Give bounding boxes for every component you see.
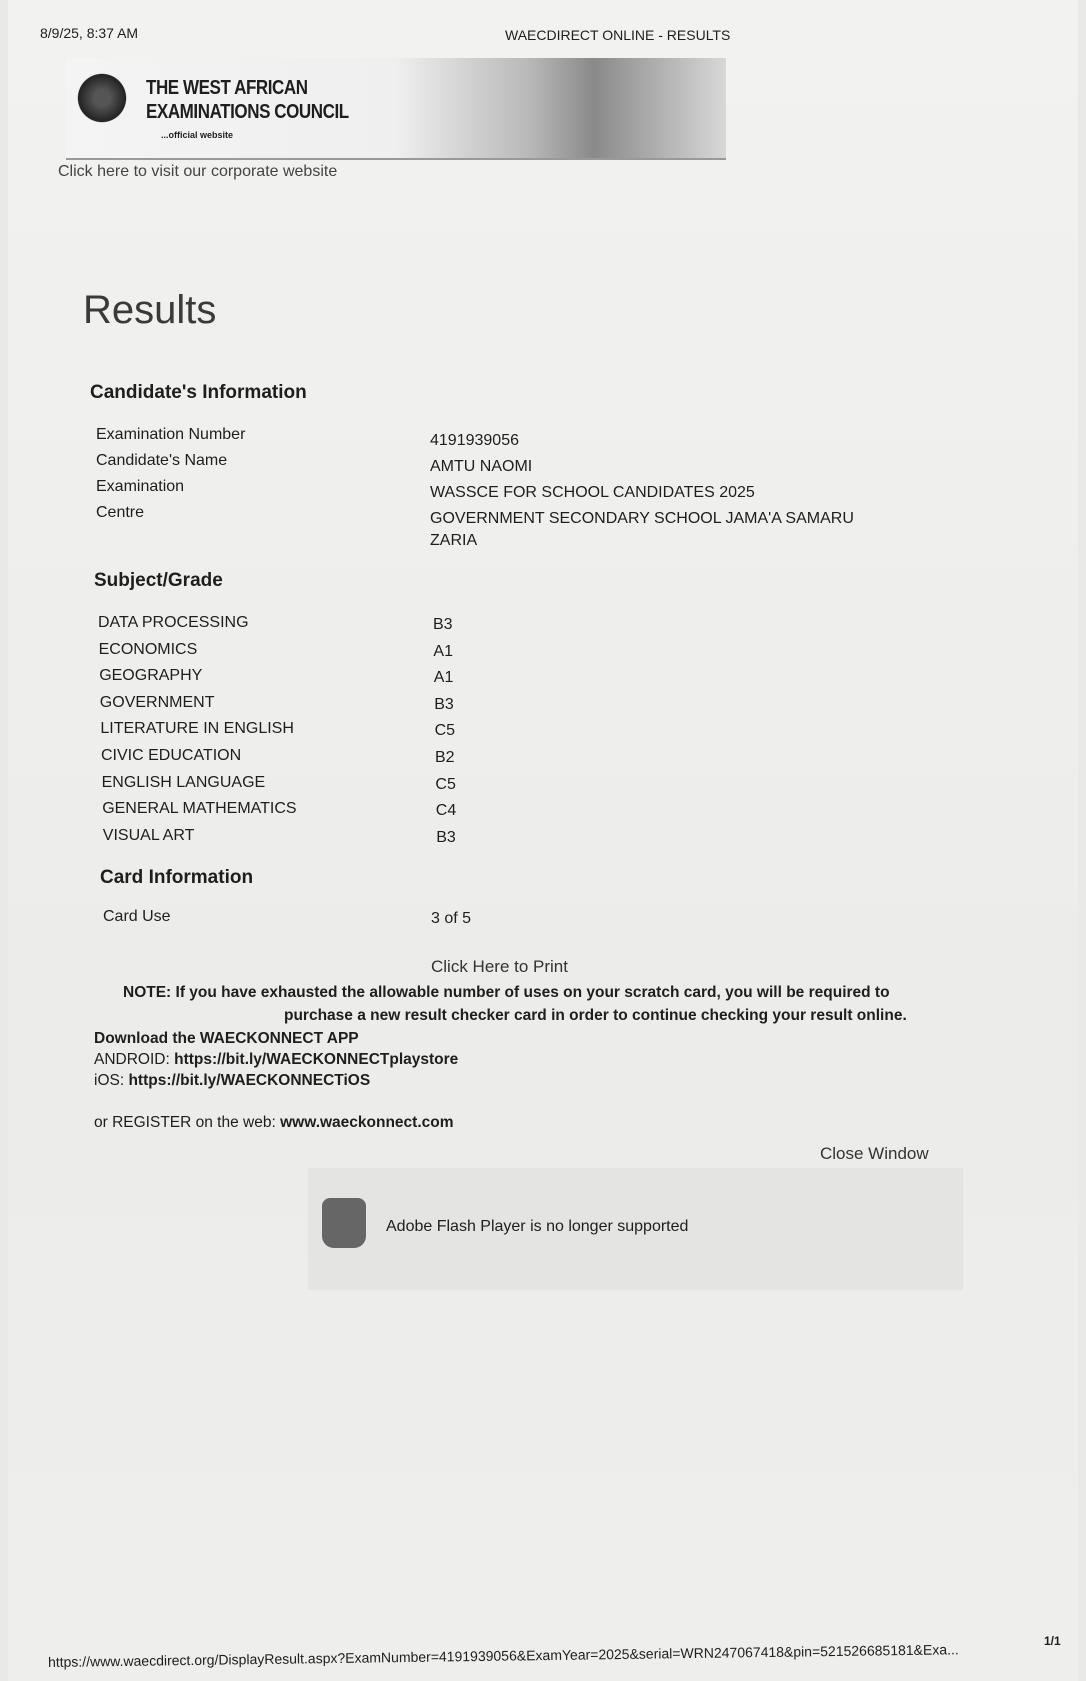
candidate-value: WASSCE FOR SCHOOL CANDIDATES 2025	[430, 484, 755, 501]
waec-seal-icon	[74, 70, 130, 126]
register-line: or REGISTER on the web: www.waeckonnect.…	[94, 1114, 454, 1132]
waec-banner[interactable]: THE WEST AFRICAN EXAMINATIONS COUNCIL ..…	[66, 58, 726, 160]
android-label: ANDROID:	[94, 1051, 170, 1068]
subject-name: GEOGRAPHY	[99, 667, 203, 685]
subject-grade: A1	[433, 642, 453, 660]
candidate-heading: Candidate's Information	[90, 382, 307, 403]
subject-grade: C5	[435, 775, 456, 793]
print-link[interactable]: Click Here to Print	[431, 957, 568, 976]
ios-link[interactable]: https://bit.ly/WAECKONNECTiOS	[128, 1072, 371, 1089]
subject-grade: B3	[436, 828, 456, 846]
subject-name: VISUAL ART	[102, 826, 195, 844]
android-line: ANDROID: https://bit.ly/WAECKONNECTplays…	[94, 1051, 458, 1069]
subject-grade: B3	[433, 616, 453, 633]
subject-grade: C5	[434, 722, 456, 740]
subject-name: ENGLISH LANGUAGE	[101, 773, 266, 791]
org-line2: EXAMINATIONS COUNCIL	[146, 101, 349, 123]
subject-grade: A1	[433, 669, 454, 687]
page-title: Results	[83, 288, 217, 332]
candidate-label: Examination	[96, 478, 185, 495]
candidate-label: Candidate's Name	[96, 452, 228, 469]
print-url: https://www.waecdirect.org/DisplayResult…	[47, 1641, 959, 1670]
subject-name: DATA PROCESSING	[98, 614, 249, 631]
card-use-label: Card Use	[103, 908, 171, 925]
card-heading: Card Information	[100, 867, 254, 888]
page-number: 1/1	[1044, 1634, 1061, 1648]
android-link[interactable]: https://bit.ly/WAECKONNECTplaystore	[174, 1051, 459, 1068]
note-line1: NOTE: If you have exhausted the allowabl…	[123, 984, 890, 1002]
subject-grade: C4	[435, 802, 457, 820]
ios-line: iOS: https://bit.ly/WAECKONNECTiOS	[94, 1072, 370, 1090]
tagline: ...official website	[161, 130, 234, 140]
flash-message: Adobe Flash Player is no longer supporte…	[386, 1218, 689, 1235]
org-line1: THE WEST AFRICAN	[146, 77, 308, 99]
candidate-label: Examination Number	[96, 426, 246, 443]
subject-heading: Subject/Grade	[94, 570, 223, 591]
note-text: If you have exhausted the allowable numb…	[175, 984, 890, 1001]
corporate-website-link[interactable]: Click here to visit our corporate websit…	[58, 163, 338, 180]
ios-label: iOS:	[94, 1072, 125, 1089]
print-page-title: WAECDIRECT ONLINE - RESULTS	[505, 27, 731, 43]
note-line2: purchase a new result checker card in or…	[284, 1007, 907, 1024]
candidate-value: GOVERNMENT SECONDARY SCHOOL JAMA'A SAMAR…	[430, 510, 854, 549]
candidate-value: 4191939056	[430, 432, 519, 449]
subject-grade: B2	[435, 749, 455, 766]
candidate-label: Centre	[96, 504, 145, 521]
subject-name: GENERAL MATHEMATICS	[102, 800, 297, 818]
subject-name: GOVERNMENT	[99, 693, 215, 711]
subject-name: CIVIC EDUCATION	[101, 747, 242, 764]
subject-name: LITERATURE IN ENGLISH	[100, 720, 294, 738]
register-link[interactable]: www.waeckonnect.com	[280, 1114, 454, 1131]
print-datetime: 8/9/25, 8:37 AM	[40, 25, 139, 41]
note-label: NOTE:	[123, 984, 172, 1001]
card-use-value: 3 of 5	[431, 910, 472, 927]
subject-grade: B3	[434, 695, 454, 713]
candidate-value: AMTU NAOMI	[430, 458, 533, 475]
org-name: THE WEST AFRICAN EXAMINATIONS COUNCIL	[146, 76, 349, 124]
download-app: Download the WAECKONNECT APP	[94, 1030, 359, 1047]
printed-page: 8/9/25, 8:37 AM WAECDIRECT ONLINE - RESU…	[8, 0, 1078, 1681]
plugin-puzzle-icon	[322, 1198, 366, 1248]
register-label: or REGISTER on the web:	[94, 1114, 276, 1131]
close-window-link[interactable]: Close Window	[820, 1144, 929, 1163]
subject-name: ECONOMICS	[98, 640, 198, 658]
flash-placeholder: Adobe Flash Player is no longer supporte…	[308, 1168, 963, 1290]
